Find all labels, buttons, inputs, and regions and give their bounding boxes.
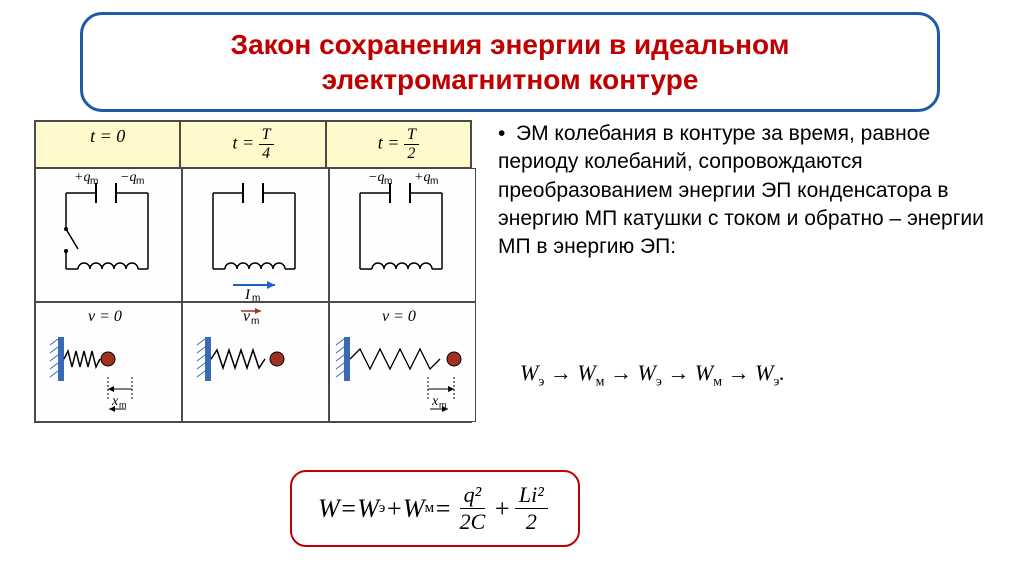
svg-text:−q: −q — [120, 170, 136, 185]
circuit-t4-svg: Im — [183, 169, 328, 301]
t4-num: T — [259, 126, 274, 145]
t2-num: T — [404, 126, 419, 145]
svg-text:m: m — [384, 176, 392, 187]
frac-li2-2: Li² 2 — [515, 482, 548, 535]
svg-text:+q: +q — [74, 170, 90, 185]
svg-text:m: m — [136, 176, 144, 187]
main-formula: W = Wэ + Wм = q² 2C + Li² 2 — [290, 470, 580, 547]
frac-q2-2c: q² 2C — [456, 482, 490, 535]
bullet-paragraph: •ЭМ колебания в контуре за время, равное… — [498, 120, 1004, 262]
svg-text:m: m — [252, 293, 260, 301]
header-cell-t4: t = T4 — [180, 121, 325, 168]
diagram-table: t = 0 t = T4 t = T2 +qm −qm — [34, 120, 472, 423]
circuit-t0-svg: +qm −qm — [36, 169, 181, 301]
header-t0-text: t = 0 — [90, 126, 125, 146]
svg-text:m: m — [430, 176, 438, 187]
header-cell-t2: t = T2 — [326, 121, 471, 168]
circuit-t2: −qm +qm — [329, 168, 476, 302]
bullet-content: ЭМ колебания в контуре за время, равное … — [498, 122, 984, 258]
svg-text:m: m — [90, 176, 98, 187]
svg-text:v = 0: v = 0 — [382, 308, 416, 325]
spring-t0: v = 0 xm — [35, 302, 182, 422]
svg-text:+q: +q — [414, 170, 430, 185]
title-box: Закон сохранения энергии в идеальном эле… — [80, 12, 940, 112]
t4-den: 4 — [259, 145, 273, 163]
spring-t0-svg: v = 0 xm — [36, 303, 181, 421]
circuit-t0: +qm −qm — [35, 168, 182, 302]
table-header-row: t = 0 t = T4 t = T2 — [35, 121, 471, 168]
spring-t2-svg: v = 0 xm — [330, 303, 475, 421]
svg-text:v = 0: v = 0 — [88, 308, 122, 325]
circuit-t4: Im — [182, 168, 329, 302]
mf-W: W — [318, 494, 340, 524]
spring-row: v = 0 xm vm — [35, 302, 471, 422]
circuit-row: +qm −qm — [35, 168, 471, 302]
svg-text:x: x — [431, 394, 439, 409]
spring-t4: vm — [182, 302, 329, 422]
spring-t2: v = 0 xm — [329, 302, 476, 422]
svg-text:−q: −q — [368, 170, 384, 185]
svg-text:m: m — [251, 316, 259, 327]
svg-text:I: I — [244, 287, 251, 301]
bullet-icon: • — [498, 120, 516, 148]
page-title: Закон сохранения энергии в идеальном эле… — [103, 27, 917, 97]
energy-chain: Wэ → Wм → Wэ → Wм → Wэ. — [520, 360, 785, 390]
spring-t4-svg: vm — [183, 303, 328, 421]
header-cell-t0: t = 0 — [35, 121, 180, 168]
circuit-t2-svg: −qm +qm — [330, 169, 475, 301]
t2-den: 2 — [404, 145, 418, 163]
